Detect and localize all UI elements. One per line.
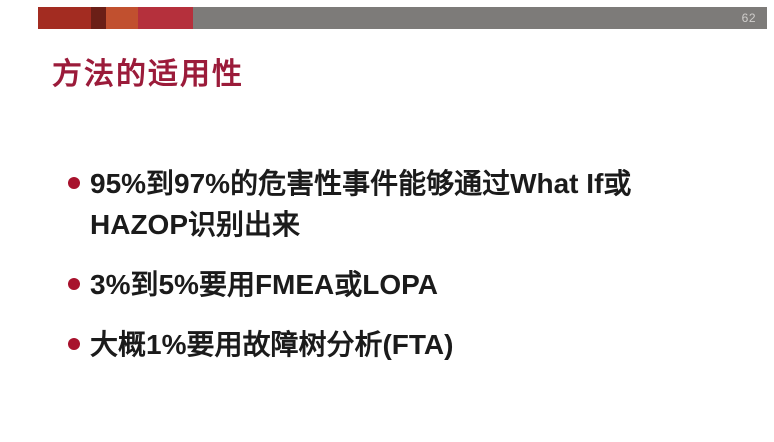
header-bar-segment-3 (106, 7, 138, 29)
header-bar: 62 (38, 7, 767, 29)
bullet-item: 3%到5%要用FMEA或LOPA (68, 264, 744, 305)
bullet-text: 95%到97%的危害性事件能够通过What If或 HAZOP识别出来 (90, 168, 632, 240)
bullet-marker-icon (68, 338, 80, 350)
bullet-item: 95%到97%的危害性事件能够通过What If或 HAZOP识别出来 (68, 163, 744, 245)
header-bar-segment-1 (38, 7, 91, 29)
header-bar-segment-4 (138, 7, 193, 29)
header-bar-segment-gray: 62 (193, 7, 767, 29)
bullet-list: 95%到97%的危害性事件能够通过What If或 HAZOP识别出来 3%到5… (68, 163, 744, 384)
slide-title: 方法的适用性 (52, 58, 244, 91)
bullet-text: 大概1%要用故障树分析(FTA) (90, 329, 454, 360)
bullet-text: 3%到5%要用FMEA或LOPA (90, 269, 438, 300)
page-number: 62 (741, 11, 756, 25)
bullet-item: 大概1%要用故障树分析(FTA) (68, 324, 744, 365)
bullet-marker-icon (68, 278, 80, 290)
header-bar-segment-2 (91, 7, 106, 29)
bullet-marker-icon (68, 177, 80, 189)
